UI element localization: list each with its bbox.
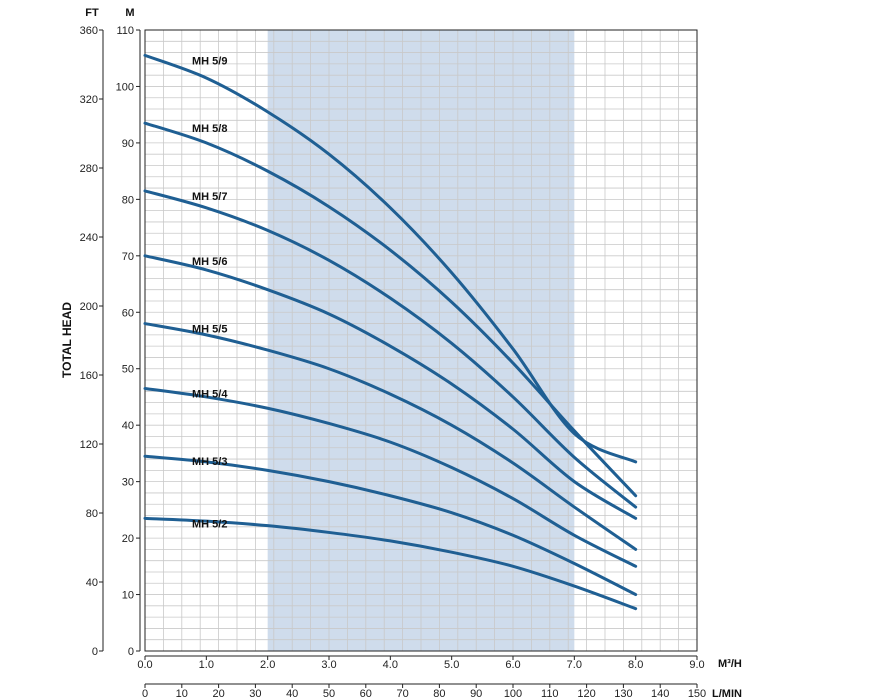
x-tick-label-lmin: 110 (541, 688, 559, 700)
x-tick-label-m3h: 8.0 (628, 659, 643, 671)
x-tick-label-lmin: 150 (688, 688, 706, 700)
x-unit-m3h: M³/H (718, 658, 742, 670)
curve-mh-5-8 (143, 121, 638, 498)
y-tick-label-meters: 80 (122, 194, 134, 206)
y-axis-title: TOTAL HEAD (60, 302, 74, 378)
curve-label: MH 5/8 (192, 123, 227, 135)
y-tick-label-meters: 100 (116, 81, 134, 93)
x-tick-label-lmin: 100 (504, 688, 522, 700)
x-tick-label-m3h: 5.0 (444, 659, 459, 671)
y-tick-label-meters: 70 (122, 251, 134, 263)
y-tick-label-feet: 200 (80, 301, 98, 313)
curve-label: MH 5/2 (192, 518, 227, 530)
y-tick-label-meters: 40 (122, 420, 134, 432)
y-tick-label-feet: 320 (80, 94, 98, 106)
x-tick-label-m3h: 6.0 (505, 659, 520, 671)
x-tick-label-lmin: 20 (212, 688, 224, 700)
x-tick-label-lmin: 30 (249, 688, 261, 700)
x-tick-label-lmin: 10 (176, 688, 188, 700)
curve-mh-5-3 (143, 454, 638, 597)
y-tick-label-feet: 80 (86, 508, 98, 520)
x-unit-lmin: L/MIN (712, 688, 742, 700)
x-tick-label-m3h: 9.0 (689, 659, 704, 671)
plot-frame (144, 29, 698, 652)
x-tick-label-m3h: 1.0 (199, 659, 214, 671)
curves-layer (143, 53, 638, 611)
x-tick-label-m3h: 7.0 (567, 659, 582, 671)
y-tick-label-feet: 240 (80, 232, 98, 244)
y-tick-label-feet: 40 (86, 577, 98, 589)
curve-label: MH 5/4 (192, 388, 228, 400)
y-tick-label-feet: 160 (80, 370, 98, 382)
x-tick-label-lmin: 80 (433, 688, 445, 700)
grid-layer (145, 30, 697, 651)
x-tick-label-lmin: 0 (142, 688, 148, 700)
curve-label: MH 5/6 (192, 256, 227, 268)
curve-label: MH 5/3 (192, 456, 227, 468)
x-tick-label-m3h: 0.0 (137, 659, 152, 671)
y-tick-label-feet: 120 (80, 439, 98, 451)
curve-label: MH 5/5 (192, 324, 227, 336)
y-title-meters: M (125, 7, 134, 19)
y-tick-label-meters: 50 (122, 364, 134, 376)
y-tick-label-feet: 360 (80, 25, 98, 37)
y-tick-label-meters: 10 (122, 590, 134, 602)
y-tick-label-meters: 0 (128, 646, 134, 658)
y-tick-label-meters: 30 (122, 477, 134, 489)
y-title-feet: FT (85, 7, 99, 19)
curve-mh-5-4 (143, 386, 638, 568)
curve-label: MH 5/7 (192, 191, 227, 203)
x-tick-label-lmin: 140 (651, 688, 669, 700)
x-tick-label-lmin: 90 (470, 688, 482, 700)
x-tick-label-lmin: 60 (360, 688, 372, 700)
x-tick-label-lmin: 50 (323, 688, 335, 700)
curve-mh-5-5 (143, 322, 638, 551)
y-tick-label-meters: 110 (116, 25, 134, 37)
y-tick-label-feet: 280 (80, 163, 98, 175)
y-tick-label-feet: 0 (92, 646, 98, 658)
curve-mh-5-2 (143, 516, 638, 611)
curve-label: MH 5/9 (192, 55, 227, 67)
y-tick-label-meters: 20 (122, 533, 134, 545)
axes-layer: 0102030405060708090100110040801201602002… (80, 25, 707, 700)
x-tick-label-m3h: 2.0 (260, 659, 275, 671)
x-tick-label-m3h: 3.0 (321, 659, 336, 671)
y-tick-label-meters: 90 (122, 138, 134, 150)
x-tick-label-lmin: 120 (577, 688, 595, 700)
curve-labels-layer: MH 5/2 MH 5/3 MH 5/4 MH 5/5 MH 5/6 MH 5/7 MH 5… (192, 55, 228, 530)
x-tick-label-lmin: 130 (614, 688, 632, 700)
curve-mh-5-7 (143, 189, 638, 509)
x-tick-label-m3h: 4.0 (383, 659, 398, 671)
y-tick-label-meters: 60 (122, 307, 134, 319)
x-tick-label-lmin: 70 (396, 688, 408, 700)
curve-mh-5-6 (143, 254, 638, 520)
x-tick-label-lmin: 40 (286, 688, 298, 700)
curve-mh-5-9 (143, 53, 638, 464)
